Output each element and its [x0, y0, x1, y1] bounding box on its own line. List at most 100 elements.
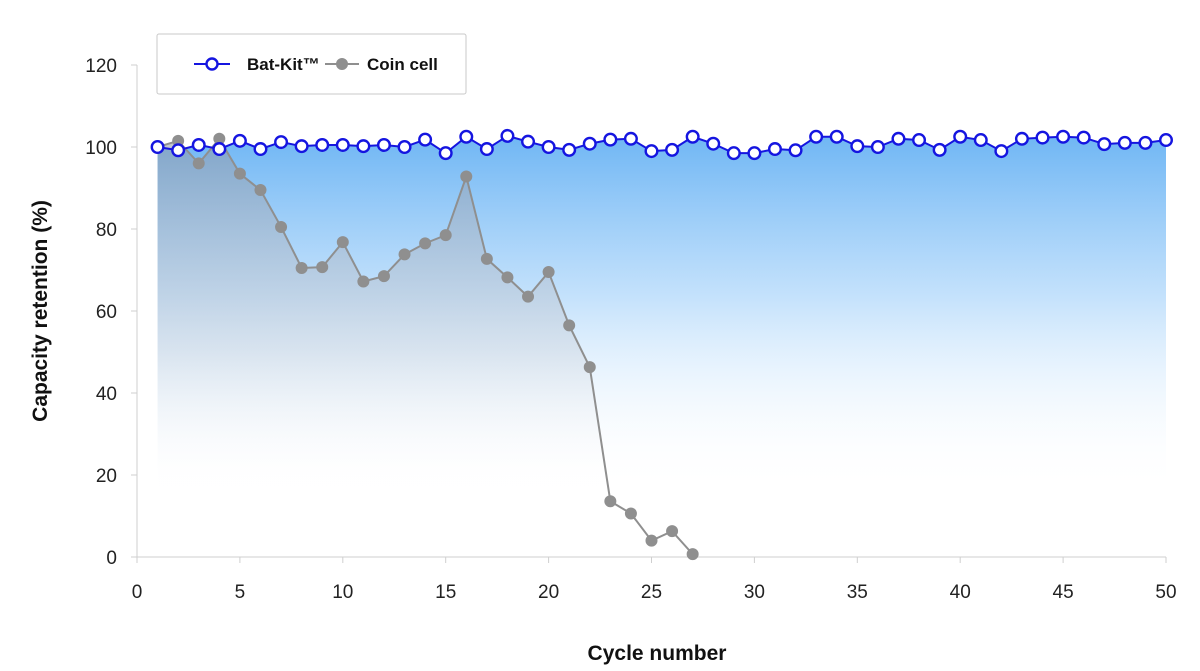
coin-cell-point — [460, 170, 473, 183]
bat-kit-point — [973, 133, 988, 148]
legend-box — [156, 33, 467, 95]
x-tick-label: 20 — [538, 582, 559, 603]
bat-kit-point — [1035, 130, 1050, 145]
bat-kit-point — [994, 144, 1009, 159]
bat-kit-point — [459, 129, 474, 144]
legend-marker-coin-cell — [336, 58, 348, 70]
bat-kit-point — [953, 129, 968, 144]
x-tick-label: 35 — [847, 582, 868, 603]
coin-cell-point — [542, 266, 555, 279]
bat-kit-point — [294, 139, 309, 154]
coin-cell-point — [316, 261, 329, 274]
coin-cell-point — [501, 271, 514, 284]
coin-cell-point — [522, 290, 535, 303]
bat-kit-point — [418, 132, 433, 147]
bat-kit-point — [912, 133, 927, 148]
x-tick-label: 25 — [641, 582, 662, 603]
bat-kit-point — [171, 143, 186, 158]
x-tick-label: 40 — [950, 582, 971, 603]
bat-kit-point — [397, 139, 412, 154]
legend: Bat-Kit™ Coin cell — [156, 33, 467, 95]
coin-cell-point — [275, 220, 288, 233]
x-tick-label: 15 — [435, 582, 456, 603]
bat-kit-point — [1117, 135, 1132, 150]
y-tick-label: 0 — [106, 548, 117, 569]
bat-kit-point — [212, 142, 227, 157]
y-tick-label: 100 — [85, 138, 117, 159]
coin-cell-point — [357, 275, 370, 288]
coin-cell-point — [604, 495, 617, 508]
bat-kit-point — [850, 139, 865, 154]
bat-kit-point — [644, 144, 659, 159]
bat-kit-point — [706, 136, 721, 151]
coin-cell-point — [419, 237, 432, 250]
bat-kit-point — [685, 129, 700, 144]
y-tick-label: 120 — [85, 56, 117, 77]
bat-kit-point — [788, 143, 803, 158]
bat-kit-point — [1076, 130, 1091, 145]
bat-kit-point — [870, 139, 885, 154]
y-tick-label: 20 — [96, 466, 117, 487]
bat-kit-point — [335, 137, 350, 152]
x-tick-label: 10 — [332, 582, 353, 603]
bat-kit-point — [809, 129, 824, 144]
bat-kit-point — [665, 142, 680, 157]
area-fills — [157, 135, 1166, 492]
bat-kit-point — [479, 142, 494, 157]
x-axis-title: Cycle number — [588, 642, 727, 665]
coin-cell-point — [563, 319, 576, 332]
bat-kit-point — [767, 142, 782, 157]
bat-kit-point — [253, 142, 268, 157]
legend-label-coin-cell: Coin cell — [367, 55, 438, 74]
legend-label-bat-kit: Bat-Kit™ — [247, 55, 320, 74]
x-tick-label: 30 — [744, 582, 765, 603]
coin-cell-point — [624, 507, 637, 520]
bat-kit-point — [623, 131, 638, 146]
bat-kit-point — [603, 132, 618, 147]
legend-marker-bat-kit — [205, 57, 219, 71]
coin-cell-point — [233, 167, 246, 180]
bat-kit-point — [829, 129, 844, 144]
coin-cell-point — [666, 525, 679, 538]
bat-kit-point — [932, 142, 947, 157]
bat-kit-point — [1056, 129, 1071, 144]
x-tick-label: 5 — [235, 582, 246, 603]
coin-cell-point — [295, 261, 308, 274]
coin-cell-point — [645, 534, 658, 547]
bat-kit-point — [1097, 137, 1112, 152]
bat-kit-point — [891, 131, 906, 146]
coin-cell-point — [686, 548, 699, 561]
y-tick-label: 60 — [96, 302, 117, 323]
bat-kit-point — [747, 146, 762, 161]
coin-cell-point — [480, 252, 493, 265]
bat-kit-point — [582, 136, 597, 151]
coin-cell-area-fill — [157, 138, 693, 492]
bat-kit-series — [150, 128, 1173, 161]
bat-kit-point — [232, 133, 247, 148]
bat-kit-point — [1014, 131, 1029, 146]
coin-cell-point — [254, 184, 267, 197]
coin-cell-point — [377, 270, 390, 283]
coin-cell-point — [192, 157, 205, 170]
axes: 0 20 40 60 80 100 120 0 5 10 15 20 25 30 35 40 45 50 — [85, 56, 1176, 603]
bat-kit-point — [726, 146, 741, 161]
coin-cell-point — [583, 361, 596, 374]
coin-cell-point — [336, 236, 349, 249]
bat-kit-point — [521, 134, 536, 149]
coin-cell-point — [439, 229, 452, 242]
x-tick-label: 45 — [1053, 582, 1074, 603]
bat-kit-point — [376, 137, 391, 152]
x-tick-label: 50 — [1155, 582, 1176, 603]
bat-kit-point — [191, 137, 206, 152]
y-axis-title: Capacity retention (%) — [29, 200, 52, 422]
bat-kit-point — [438, 146, 453, 161]
bat-kit-point — [541, 139, 556, 154]
coin-cell-point — [398, 248, 411, 261]
coin-cell-series — [151, 132, 699, 561]
bat-kit-point — [562, 142, 577, 157]
bat-kit-point — [500, 128, 515, 143]
y-tick-label: 40 — [96, 384, 117, 405]
bat-kit-point — [274, 135, 289, 150]
bat-kit-point — [1158, 133, 1173, 148]
